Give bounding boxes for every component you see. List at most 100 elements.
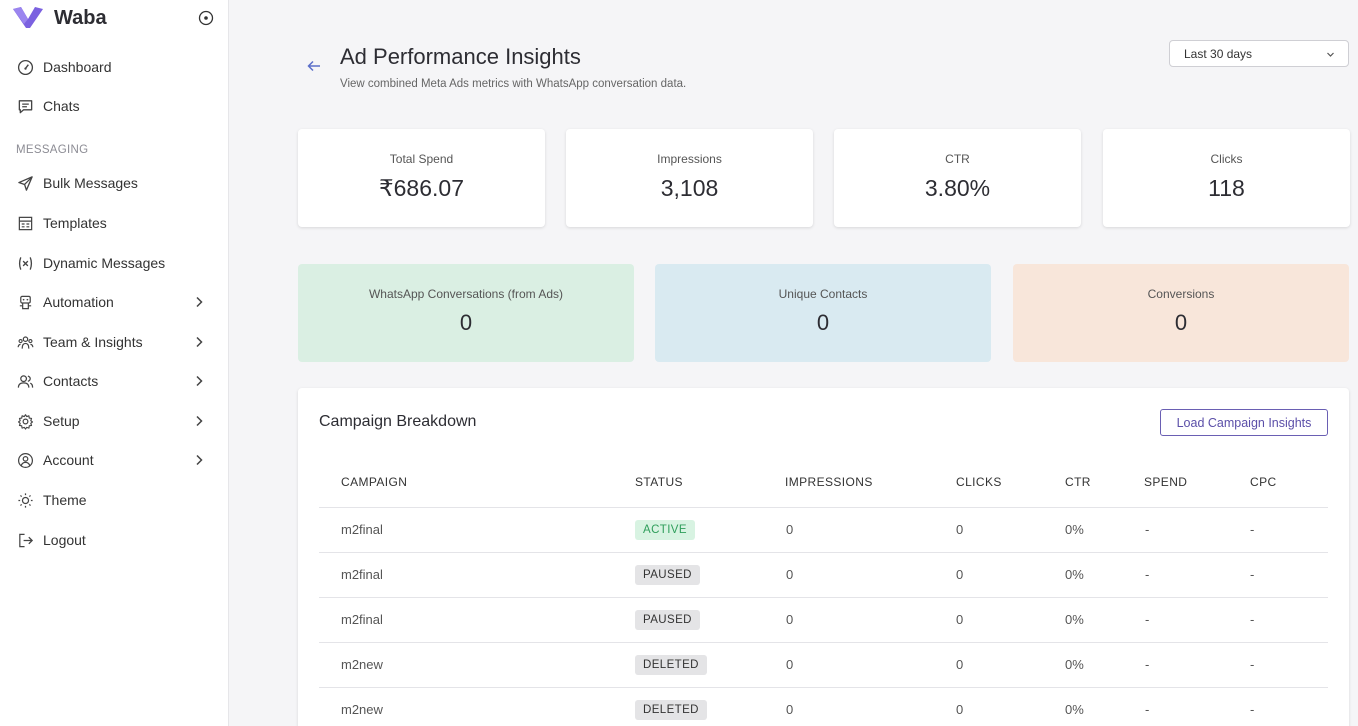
chevron-right-icon [196, 336, 203, 348]
column-header-impressions: IMPRESSIONS [785, 475, 873, 489]
chevron-right-icon [196, 296, 203, 308]
sidebar-item-templates[interactable]: Templates [16, 212, 206, 234]
metric-card-unique-contacts: Unique Contacts 0 [655, 264, 991, 362]
sidebar-item-label: Templates [43, 215, 107, 231]
column-header-spend: SPEND [1144, 475, 1188, 489]
stat-label: CTR [945, 152, 970, 166]
cell-campaign: m2final [341, 522, 383, 537]
sidebar-item-label: Bulk Messages [43, 175, 138, 191]
page-subtitle: View combined Meta Ads metrics with What… [340, 78, 687, 90]
stat-value: 118 [1208, 175, 1245, 201]
cell-impressions: 0 [786, 657, 794, 672]
sidebar-item-logout[interactable]: Logout [16, 529, 206, 551]
cell-clicks: 0 [956, 612, 964, 627]
sidebar-item-label: Logout [43, 532, 86, 548]
status-badge: PAUSED [635, 565, 700, 585]
user-circle-icon [16, 451, 34, 469]
sidebar-item-label: Team & Insights [43, 334, 143, 350]
sidebar-item-dashboard[interactable]: Dashboard [16, 56, 206, 78]
cell-campaign: m2final [341, 612, 383, 627]
status-badge: DELETED [635, 700, 707, 720]
cell-ctr: 0% [1065, 612, 1084, 627]
team-icon [16, 333, 34, 351]
cell-spend: - [1145, 522, 1150, 537]
date-range-select[interactable]: Last 30 days [1169, 40, 1349, 67]
chat-icon [16, 97, 34, 115]
sidebar-item-theme[interactable]: Theme [16, 489, 206, 511]
panel-title: Campaign Breakdown [319, 413, 477, 430]
stat-label: Clicks [1210, 152, 1243, 166]
column-header-cpc: CPC [1250, 475, 1277, 489]
gear-icon [16, 412, 34, 430]
sidebar-item-automation[interactable]: Automation [16, 291, 206, 313]
stat-card-impressions: Impressions 3,108 [566, 129, 813, 227]
load-campaign-insights-button[interactable]: Load Campaign Insights [1160, 409, 1328, 436]
page-title: Ad Performance Insights [340, 44, 581, 69]
sidebar-item-setup[interactable]: Setup [16, 410, 206, 432]
cell-clicks: 0 [956, 522, 964, 537]
date-range-value: Last 30 days [1184, 46, 1253, 61]
sidebar-item-dynamic-messages[interactable]: Dynamic Messages [16, 252, 206, 274]
row-divider [319, 597, 1328, 598]
cell-spend: - [1145, 702, 1150, 717]
stat-card-clicks: Clicks 118 [1103, 129, 1350, 227]
robot-icon [16, 293, 34, 311]
send-icon [16, 174, 34, 192]
cell-impressions: 0 [786, 702, 794, 717]
section-label-messaging: MESSAGING [16, 144, 89, 156]
cell-cpc: - [1250, 522, 1255, 537]
sidebar: Waba Dashboard Chats MESSAGING Bulk Mess… [0, 0, 229, 726]
sidebar-item-label: Chats [43, 98, 80, 114]
metric-label: Unique Contacts [778, 287, 868, 301]
column-header-status: STATUS [635, 475, 683, 489]
metric-value: 0 [459, 310, 473, 335]
metric-value: 0 [816, 310, 830, 335]
status-badge: PAUSED [635, 610, 700, 630]
sidebar-item-label: Theme [43, 492, 87, 508]
metric-label: WhatsApp Conversations (from Ads) [368, 287, 564, 301]
sidebar-item-contacts[interactable]: Contacts [16, 370, 206, 392]
row-divider [319, 552, 1328, 553]
sidebar-item-label: Automation [43, 294, 114, 310]
dashboard-icon [16, 58, 34, 76]
cell-spend: - [1145, 657, 1150, 672]
contacts-icon [16, 372, 34, 390]
cell-ctr: 0% [1065, 702, 1084, 717]
metric-card-conversions: Conversions 0 [1013, 264, 1349, 362]
row-divider [319, 687, 1328, 688]
metric-value: 0 [1174, 310, 1188, 335]
cell-impressions: 0 [786, 522, 794, 537]
chevron-down-icon [1327, 52, 1334, 57]
stat-value: 3.80% [924, 175, 991, 201]
cell-cpc: - [1250, 612, 1255, 627]
sidebar-item-chats[interactable]: Chats [16, 95, 206, 117]
cell-campaign: m2final [341, 567, 383, 582]
cell-cpc: - [1250, 567, 1255, 582]
cell-campaign: m2new [341, 702, 383, 717]
sun-icon [16, 491, 34, 509]
collapse-sidebar-icon[interactable] [198, 10, 214, 26]
status-badge: ACTIVE [635, 520, 695, 540]
stat-label: Impressions [657, 152, 722, 166]
waba-logo-icon [13, 7, 43, 28]
cell-ctr: 0% [1065, 657, 1084, 672]
cell-clicks: 0 [956, 657, 964, 672]
cell-ctr: 0% [1065, 522, 1084, 537]
column-header-campaign: CAMPAIGN [341, 475, 408, 489]
column-header-ctr: CTR [1065, 475, 1091, 489]
stat-card-ctr: CTR 3.80% [834, 129, 1081, 227]
cell-spend: - [1145, 612, 1150, 627]
brand[interactable]: Waba [12, 6, 107, 30]
stat-value: 3,108 [660, 175, 719, 201]
sidebar-item-bulk-messages[interactable]: Bulk Messages [16, 172, 206, 194]
sidebar-item-team-insights[interactable]: Team & Insights [16, 331, 206, 353]
variable-icon [16, 254, 34, 272]
chevron-right-icon [196, 454, 203, 466]
cell-cpc: - [1250, 657, 1255, 672]
sidebar-item-account[interactable]: Account [16, 449, 206, 471]
row-divider [319, 507, 1328, 508]
template-icon [16, 214, 34, 232]
back-arrow-icon[interactable] [305, 57, 323, 75]
sidebar-item-label: Dashboard [43, 59, 112, 75]
sidebar-item-label: Dynamic Messages [43, 255, 166, 271]
